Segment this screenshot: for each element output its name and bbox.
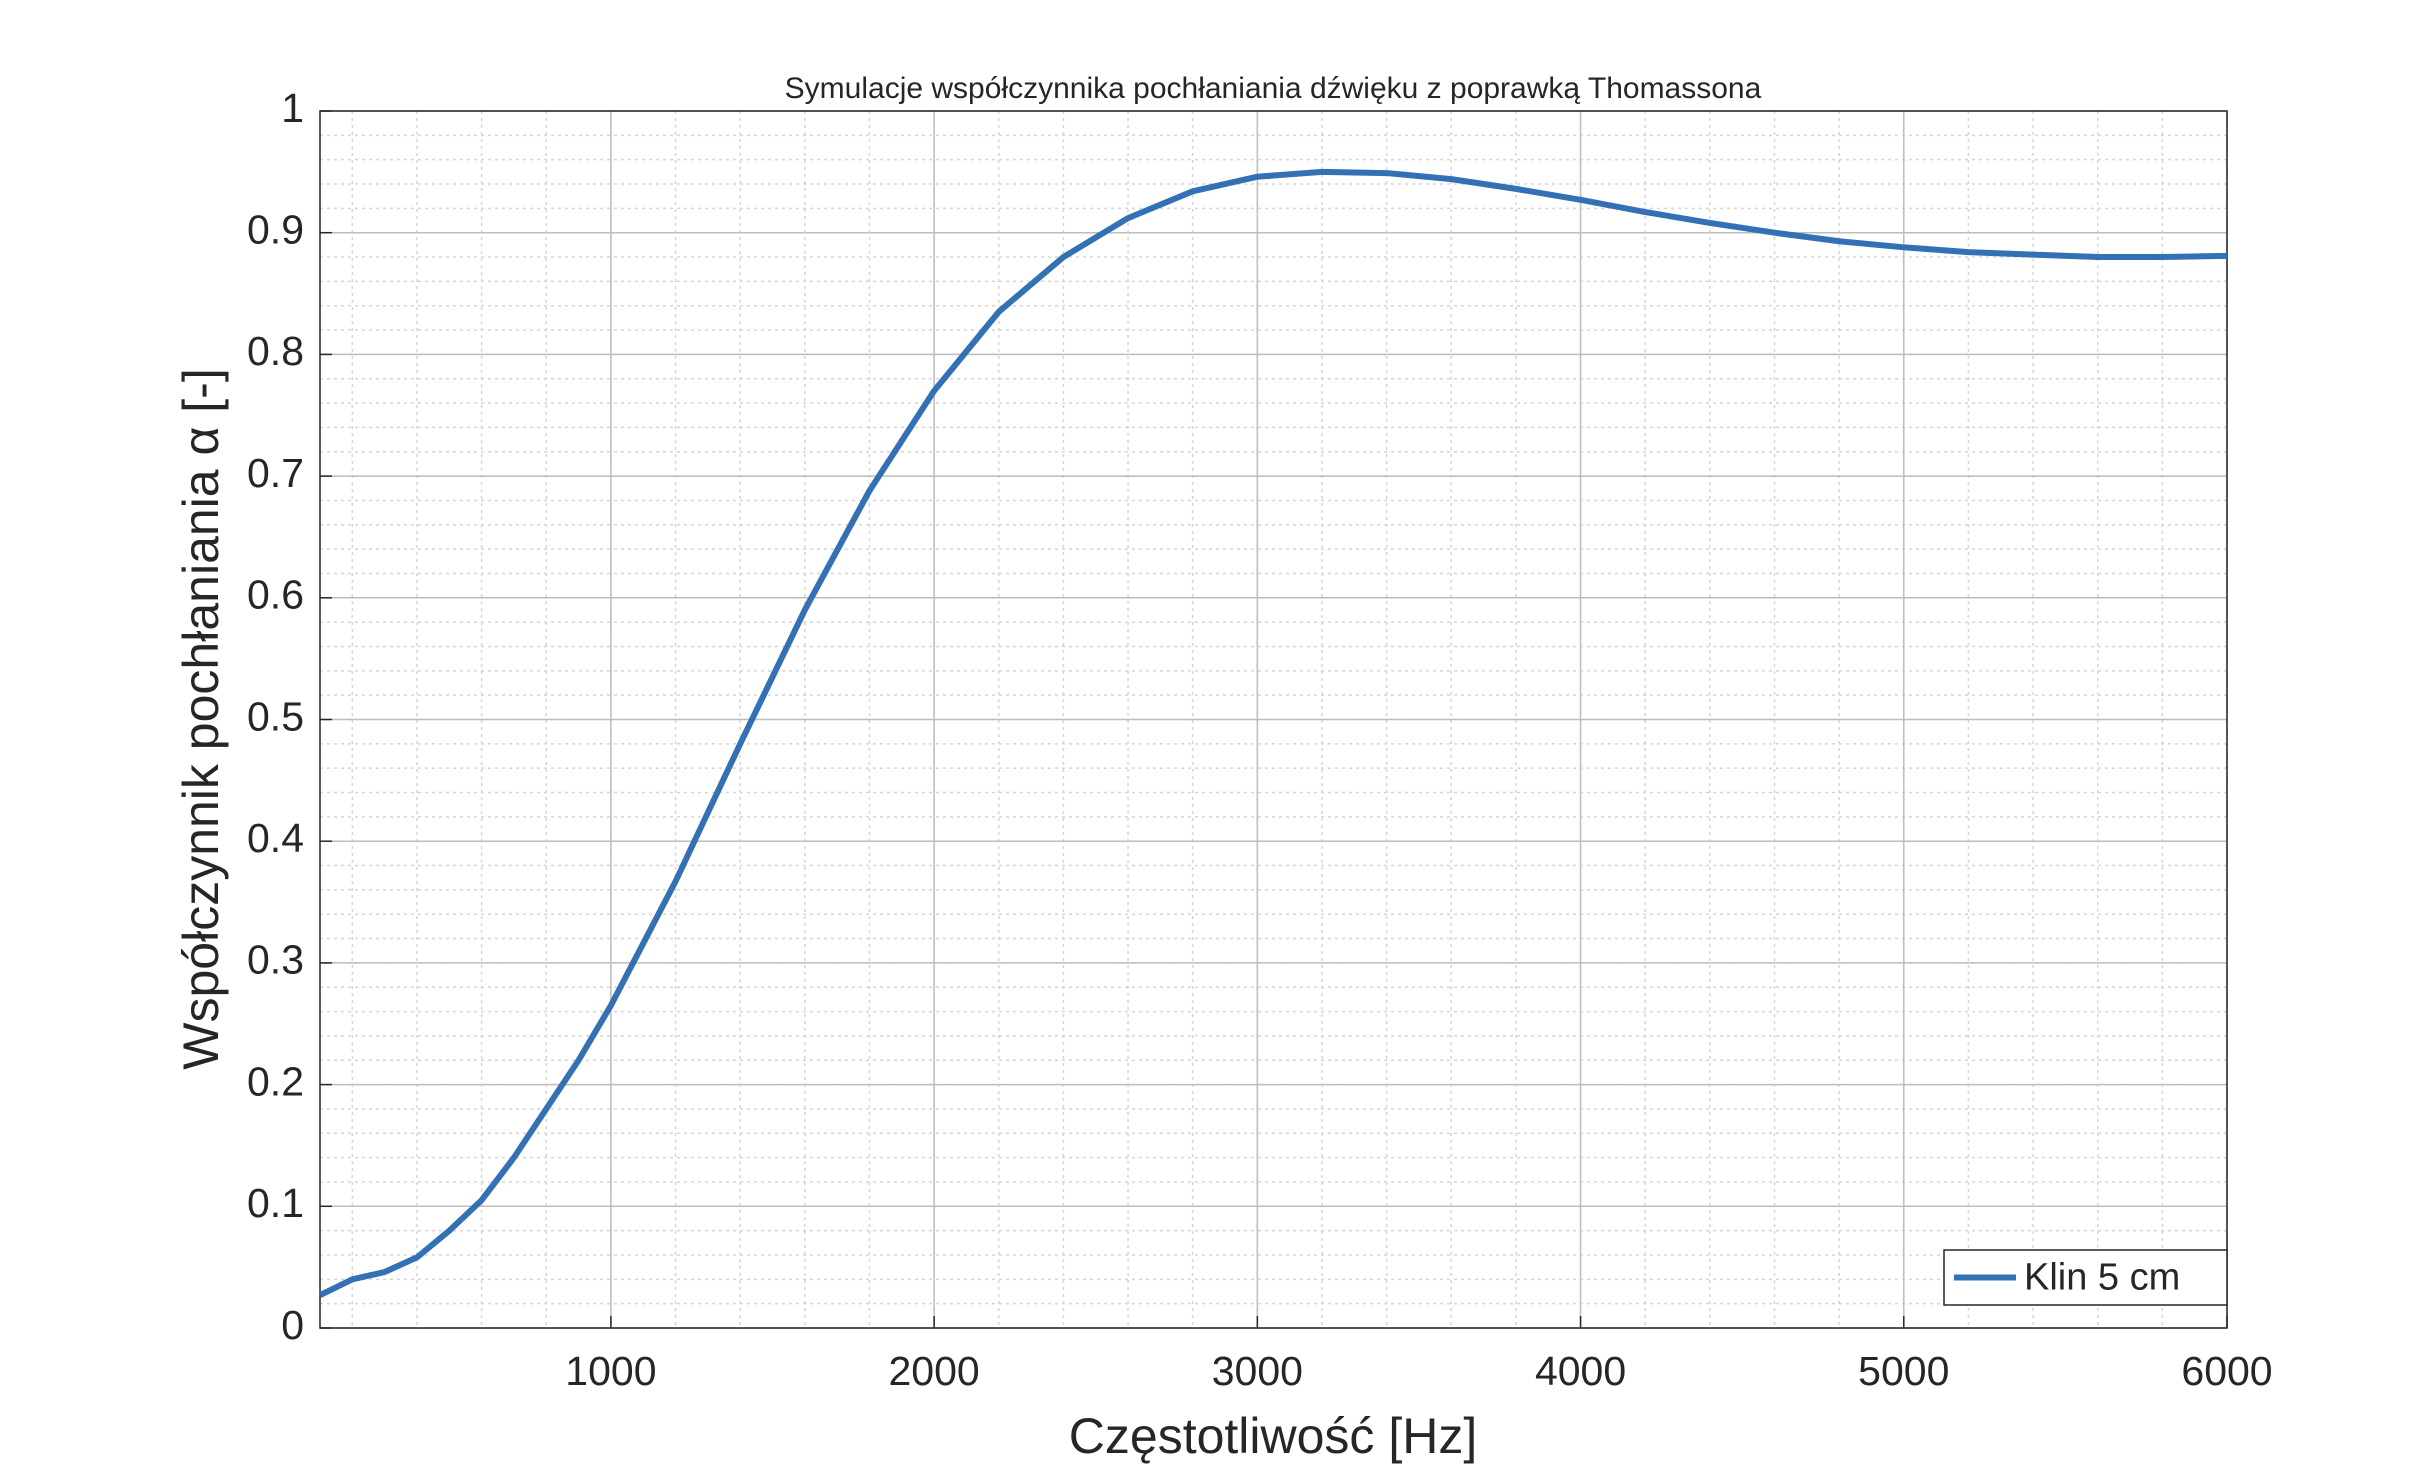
x-tick-label: 1000	[565, 1348, 656, 1394]
chart-title: Symulacje współczynnika pochłaniania dźw…	[785, 72, 1762, 105]
x-tick-label: 5000	[1858, 1348, 1949, 1394]
y-tick-label: 0.2	[247, 1058, 304, 1104]
y-tick-label: 0.3	[247, 937, 304, 983]
y-tick-label: 1	[281, 85, 304, 131]
x-axis-label: Częstotliwość [Hz]	[1069, 1408, 1477, 1464]
y-axis-label: Współczynnik pochłaniania α [-]	[173, 368, 229, 1069]
legend-label: Klin 5 cm	[2024, 1257, 2180, 1299]
y-tick-label: 0.7	[247, 450, 304, 496]
x-tick-label: 2000	[889, 1348, 980, 1394]
y-tick-label: 0.8	[247, 328, 304, 374]
x-tick-label: 4000	[1535, 1348, 1626, 1394]
y-tick-label: 0.9	[247, 207, 304, 253]
y-tick-label: 0.5	[247, 693, 304, 739]
y-tick-label: 0	[281, 1302, 304, 1348]
data-line	[318, 168, 2228, 1298]
plot-frame	[319, 110, 2228, 1329]
x-tick-label: 3000	[1212, 1348, 1303, 1394]
x-tick-label: 6000	[2181, 1348, 2272, 1394]
y-tick-label: 0.4	[247, 815, 304, 861]
y-tick-label: 0.6	[247, 572, 304, 618]
y-tick-label: 0.1	[247, 1180, 304, 1226]
